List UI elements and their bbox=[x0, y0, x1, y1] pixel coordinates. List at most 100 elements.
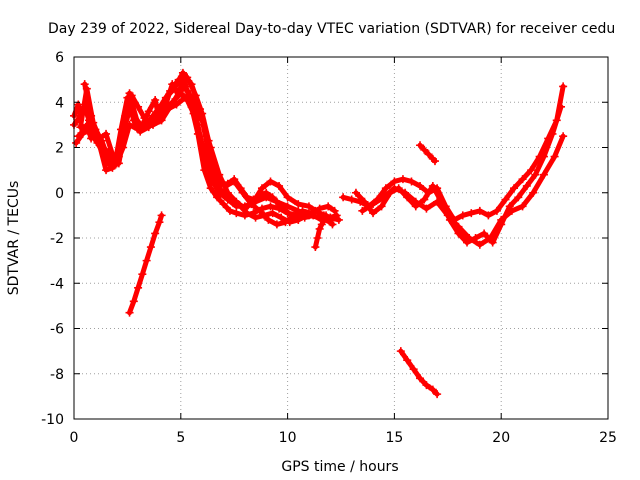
data-point-marker bbox=[507, 206, 516, 215]
data-point-marker bbox=[475, 206, 484, 215]
data-point-marker bbox=[281, 206, 290, 215]
data-point-marker bbox=[315, 224, 324, 233]
data-point-marker bbox=[527, 166, 536, 175]
data-point-marker bbox=[360, 197, 369, 206]
data-point-marker bbox=[550, 152, 559, 161]
data-point-marker bbox=[149, 120, 158, 129]
data-point-marker bbox=[225, 193, 234, 202]
data-point-marker bbox=[377, 202, 386, 211]
data-point-marker bbox=[531, 170, 540, 179]
data-point-marker bbox=[108, 163, 117, 172]
x-tick-label: 5 bbox=[176, 430, 185, 446]
data-point-marker bbox=[302, 211, 311, 220]
data-point-marker bbox=[443, 211, 452, 220]
data-point-marker bbox=[134, 102, 143, 111]
data-point-marker bbox=[260, 211, 269, 220]
y-tick-label: -10 bbox=[41, 412, 64, 428]
x-tick-label: 10 bbox=[279, 430, 297, 446]
data-point-marker bbox=[183, 73, 192, 82]
data-point-marker bbox=[119, 129, 128, 138]
data-point-marker bbox=[334, 215, 343, 224]
data-point-marker bbox=[257, 184, 266, 193]
data-point-marker bbox=[510, 184, 519, 193]
data-point-marker bbox=[272, 220, 281, 229]
data-point-marker bbox=[157, 211, 166, 220]
data-point-marker bbox=[225, 206, 234, 215]
data-point-marker bbox=[230, 175, 239, 184]
data-point-marker bbox=[232, 209, 241, 218]
data-point-marker bbox=[223, 179, 232, 188]
data-point-marker bbox=[255, 206, 264, 215]
data-point-marker bbox=[266, 202, 275, 211]
data-point-marker bbox=[193, 120, 202, 129]
data-point-marker bbox=[146, 243, 155, 252]
data-point-marker bbox=[433, 197, 442, 206]
x-tick-label: 15 bbox=[385, 430, 403, 446]
data-point-marker bbox=[428, 181, 437, 190]
data-points bbox=[70, 68, 568, 399]
y-tick-label: -4 bbox=[50, 276, 64, 292]
y-tick-label: 2 bbox=[55, 141, 64, 157]
data-point-marker bbox=[217, 186, 226, 195]
data-point-marker bbox=[467, 209, 476, 218]
data-point-marker bbox=[125, 308, 134, 317]
data-point-marker bbox=[420, 195, 429, 204]
data-point-marker bbox=[351, 188, 360, 197]
data-point-marker bbox=[275, 181, 284, 190]
data-point-marker bbox=[407, 177, 416, 186]
data-point-marker bbox=[78, 129, 87, 138]
data-point-marker bbox=[283, 193, 292, 202]
data-point-marker bbox=[497, 215, 506, 224]
data-point-marker bbox=[287, 211, 296, 220]
data-point-marker bbox=[285, 218, 294, 227]
data-point-marker bbox=[157, 116, 166, 125]
data-point-marker bbox=[72, 138, 81, 147]
y-axis-label: SDTVAR / TECUs bbox=[6, 181, 22, 296]
data-point-marker bbox=[463, 238, 472, 247]
data-point-marker bbox=[294, 215, 303, 224]
x-axis-label: GPS time / hours bbox=[281, 459, 398, 475]
data-point-marker bbox=[140, 123, 149, 132]
data-point-marker bbox=[208, 175, 217, 184]
data-point-marker bbox=[266, 177, 275, 186]
data-point-marker bbox=[428, 385, 437, 394]
data-point-marker bbox=[559, 132, 568, 141]
data-point-marker bbox=[454, 222, 463, 231]
data-point-marker bbox=[174, 89, 183, 98]
axis-ticks: 0 5 10 15 20 25 -10 -8 -6 -4 -2 0 2 4 6 bbox=[41, 50, 617, 446]
data-point-marker bbox=[484, 211, 493, 220]
data-point-marker bbox=[294, 200, 303, 209]
data-point-marker bbox=[409, 365, 418, 374]
x-tick-label: 0 bbox=[70, 430, 79, 446]
data-point-marker bbox=[87, 134, 96, 143]
data-point-marker bbox=[106, 157, 115, 166]
chart-title: Day 239 of 2022, Sidereal Day-to-day VTE… bbox=[48, 21, 615, 37]
data-point-marker bbox=[200, 152, 209, 161]
grid-lines bbox=[74, 57, 608, 419]
data-point-marker bbox=[80, 80, 89, 89]
data-point-marker bbox=[166, 102, 175, 111]
y-tick-label: 6 bbox=[55, 50, 64, 66]
series-band bbox=[398, 348, 440, 397]
data-point-marker bbox=[475, 240, 484, 249]
data-point-marker bbox=[166, 86, 175, 95]
data-point-marker bbox=[328, 220, 337, 229]
data-point-marker bbox=[416, 181, 425, 190]
data-point-marker bbox=[102, 129, 111, 138]
data-point-marker bbox=[322, 211, 331, 220]
data-point-marker bbox=[144, 107, 153, 116]
data-point-marker bbox=[539, 170, 548, 179]
data-point-marker bbox=[125, 89, 134, 98]
data-point-marker bbox=[390, 184, 399, 193]
data-point-marker bbox=[465, 234, 474, 242]
data-point-marker bbox=[539, 152, 548, 161]
data-point-marker bbox=[151, 229, 160, 238]
data-point-marker bbox=[236, 184, 245, 193]
data-point-marker bbox=[149, 111, 158, 120]
data-point-marker bbox=[358, 206, 367, 215]
data-point-marker bbox=[480, 229, 489, 238]
data-point-marker bbox=[138, 270, 147, 279]
data-point-marker bbox=[298, 206, 307, 215]
data-point-marker bbox=[501, 195, 510, 204]
